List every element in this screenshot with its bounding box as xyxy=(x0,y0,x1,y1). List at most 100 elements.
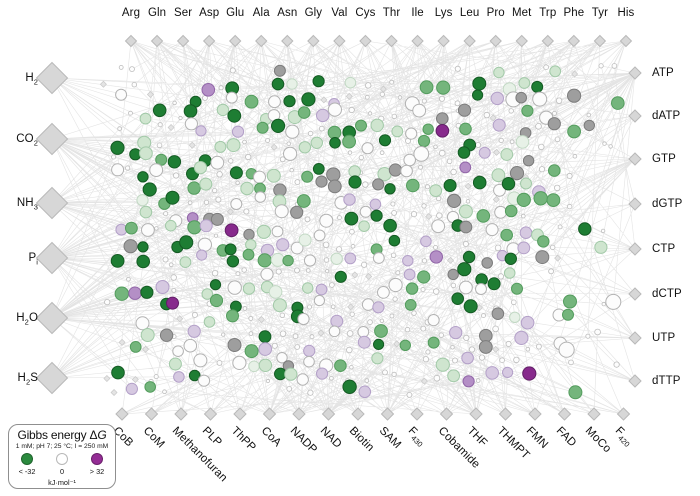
metabolite-node-white xyxy=(327,102,342,117)
substrate-label-pi: Pi xyxy=(0,252,38,266)
metabolite-node-pale-green xyxy=(344,76,357,89)
metabolite-node-light-green xyxy=(199,177,213,191)
anchor-trp-diamond-icon xyxy=(541,34,555,48)
intermediate-node xyxy=(118,65,124,70)
metabolite-node-mid-green xyxy=(459,122,472,136)
metabolite-node-gray xyxy=(273,64,286,77)
metabolite-node-white xyxy=(254,191,267,203)
intermediate-node xyxy=(275,268,282,275)
metabolite-node-dark-green xyxy=(137,241,149,253)
anchor-fad-diamond-icon xyxy=(557,407,572,421)
metabolite-node-mid-green xyxy=(516,192,531,207)
metabolite-node-dark-green xyxy=(224,243,237,256)
metabolite-node-light-green xyxy=(391,125,404,138)
intermediate-node xyxy=(360,261,368,268)
metabolite-node-gray xyxy=(273,183,287,197)
intermediate-node xyxy=(329,282,335,288)
metabolite-node-white xyxy=(328,325,341,338)
minor-compound-diamond xyxy=(351,271,359,279)
amino-acid-label-glu: Glu xyxy=(226,7,245,19)
metabolite-node-dark-green xyxy=(329,137,341,149)
anchor-gly-diamond-icon xyxy=(307,34,320,48)
legend-swatch-zero: 0 xyxy=(49,453,75,476)
metabolite-node-white xyxy=(412,103,427,118)
intermediate-node xyxy=(475,141,482,148)
metabolite-node-white xyxy=(303,254,317,267)
intermediate-node xyxy=(241,267,247,273)
metabolite-node-dark-green xyxy=(472,76,487,91)
metabolite-node-dark-green xyxy=(501,177,516,191)
minor-compound-diamond xyxy=(425,213,433,221)
anchor-gln-diamond-icon xyxy=(150,34,164,48)
intermediate-node xyxy=(305,268,311,273)
intermediate-node xyxy=(379,318,385,323)
intermediate-node xyxy=(498,137,504,143)
intermediate-node xyxy=(594,328,601,336)
metabolite-node-light-green xyxy=(240,181,254,196)
metabolite-node-mid-green xyxy=(406,178,420,193)
intermediate-node xyxy=(279,312,285,318)
anchor-fmn-diamond-icon xyxy=(528,407,542,421)
metabolite-node-light-green xyxy=(139,205,153,219)
intermediate-node xyxy=(406,391,413,398)
metabolite-node-light-purple xyxy=(276,238,290,252)
metabolite-node-light-green xyxy=(168,357,182,371)
intermediate-node xyxy=(337,215,342,221)
label-text: S xyxy=(30,372,38,384)
minor-compound-diamond xyxy=(226,208,234,216)
metabolite-node-light-purple xyxy=(420,235,432,248)
metabolite-node-mid-green xyxy=(511,282,523,295)
metabolite-node-light-green xyxy=(594,240,608,254)
intermediate-node xyxy=(279,330,287,337)
anchor-biotin-diamond-icon xyxy=(351,407,365,421)
intermediate-node xyxy=(391,209,398,216)
intermediate-node xyxy=(306,304,312,310)
metabolite-node-white xyxy=(296,373,309,386)
nucleotide-label-dgtp: dGTP xyxy=(652,198,683,210)
metabolite-node-light-green xyxy=(520,177,532,190)
metabolite-node-mid-green xyxy=(114,286,130,301)
intermediate-node xyxy=(227,158,234,164)
metabolite-node-light-purple xyxy=(402,255,414,267)
minor-compound-diamond xyxy=(103,374,111,382)
metabolite-node-mid-green xyxy=(187,220,202,235)
label-text: 2 xyxy=(33,138,38,148)
intermediate-node xyxy=(395,270,401,276)
metabolite-node-mid-green xyxy=(537,235,550,248)
minor-compound-diamond xyxy=(317,329,325,337)
metabolite-node-mid-green xyxy=(504,204,518,218)
legend-conditions: 1 mM; pH 7; 25 °C; I = 250 mM xyxy=(15,443,109,450)
metabolite-node-mid-green xyxy=(242,248,255,261)
intermediate-node xyxy=(129,66,135,72)
intermediate-node xyxy=(392,296,398,302)
anchor-lys-diamond-icon xyxy=(437,34,450,48)
intermediate-node xyxy=(245,153,252,161)
anchor-met-diamond-icon xyxy=(515,34,528,48)
metabolite-node-pale-green xyxy=(268,285,283,299)
metabolite-node-light-green xyxy=(429,184,443,198)
metabolite-node-light-purple xyxy=(502,366,514,378)
intermediate-node xyxy=(168,262,174,268)
metabolite-node-light-green xyxy=(242,282,256,295)
metabolite-node-gray xyxy=(327,179,342,194)
metabolite-node-light-purple xyxy=(520,315,535,330)
intermediate-node xyxy=(318,125,325,132)
metabolite-node-gray xyxy=(227,338,242,352)
metabolite-node-dark-green xyxy=(165,190,180,205)
metabolite-node-white xyxy=(359,205,372,218)
legend-tick-positive: > 32 xyxy=(89,467,105,476)
metabolite-node-dark-green xyxy=(271,118,286,134)
network-edges xyxy=(51,40,636,415)
metabolite-node-mid-green xyxy=(327,125,342,140)
metabolite-node-white xyxy=(225,91,238,104)
metabolite-node-gray xyxy=(315,175,328,188)
anchor-ctp-diamond-icon xyxy=(628,242,642,256)
nucleotide-label-gtp: GTP xyxy=(652,153,676,165)
metabolite-node-mid-green xyxy=(546,193,561,208)
intermediate-node xyxy=(585,333,591,339)
metabolite-node-gray xyxy=(243,228,255,241)
intermediate-node xyxy=(505,340,512,347)
intermediate-node xyxy=(420,325,427,332)
anchor-pro-diamond-icon xyxy=(489,34,502,48)
intermediate-node xyxy=(286,141,291,146)
